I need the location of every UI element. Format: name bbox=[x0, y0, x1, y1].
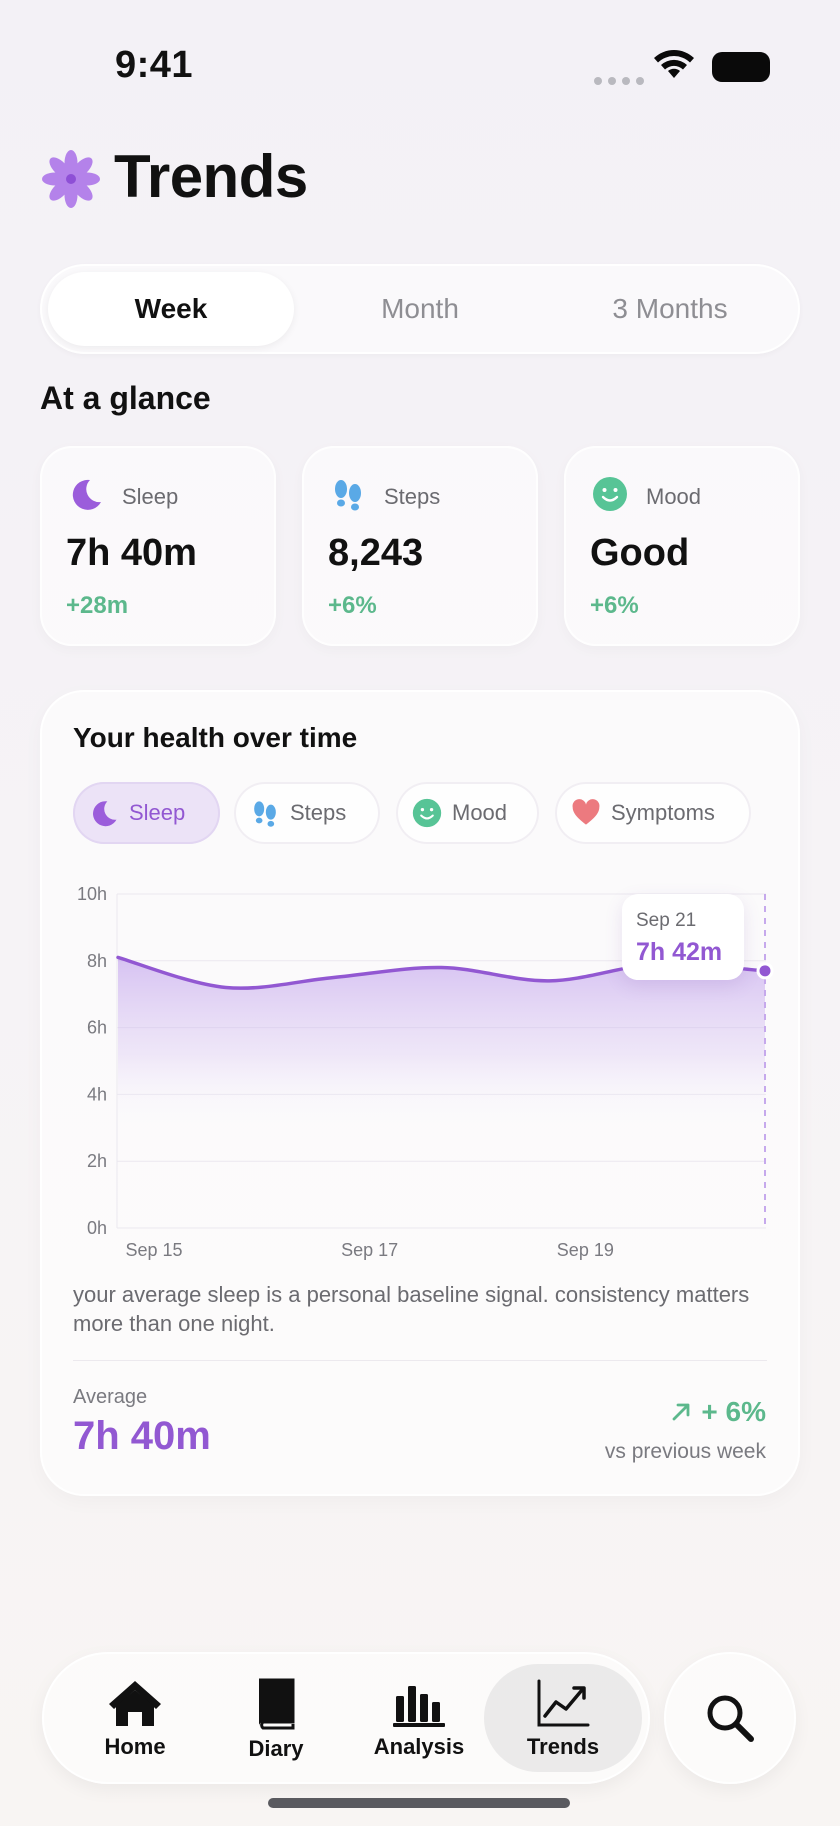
moon-icon bbox=[72, 479, 101, 510]
search-button[interactable] bbox=[664, 1652, 796, 1784]
tooltip-date: Sep 21 bbox=[636, 910, 697, 931]
footprints-icon bbox=[254, 801, 276, 827]
search-icon bbox=[707, 1695, 754, 1742]
glance-label: Mood bbox=[646, 484, 702, 509]
chip-sleep[interactable]: Sleep bbox=[73, 782, 220, 844]
smiley-icon bbox=[593, 477, 627, 511]
average-value: 7h 40m bbox=[73, 1414, 211, 1458]
card-title: Your health over time bbox=[73, 722, 358, 753]
glance-card-sleep[interactable]: Sleep 7h 40m +28m bbox=[40, 446, 276, 646]
home-icon bbox=[109, 1681, 161, 1726]
tab-label: Trends bbox=[526, 1734, 600, 1759]
smiley-icon bbox=[412, 798, 442, 828]
x-tick-label: Sep 15 bbox=[125, 1240, 182, 1260]
sleep-area-fill bbox=[118, 957, 765, 1135]
glance-change: +6% bbox=[328, 592, 377, 619]
tooltip-value: 7h 42m bbox=[636, 938, 723, 966]
glance-value: 7h 40m bbox=[66, 532, 197, 574]
wifi-icon bbox=[654, 50, 694, 78]
footprints-icon bbox=[335, 480, 361, 511]
x-tick-label: Sep 19 bbox=[557, 1240, 614, 1260]
range-segmented-control: Week Month 3 Months bbox=[40, 264, 800, 354]
signal-dots-icon bbox=[594, 77, 644, 85]
tab-trends[interactable]: Trends bbox=[484, 1664, 642, 1772]
battery-icon bbox=[712, 52, 770, 82]
y-tick-label: 4h bbox=[87, 1084, 107, 1104]
bar-chart-icon bbox=[393, 1686, 445, 1727]
comparison-label: vs previous week bbox=[604, 1440, 766, 1463]
tab-analysis[interactable]: Analysis bbox=[346, 1664, 492, 1772]
comparison-value: + 6% bbox=[669, 1396, 766, 1428]
insight-note: your average sleep is a personal baselin… bbox=[73, 1282, 750, 1336]
y-tick-label: 0h bbox=[87, 1218, 107, 1238]
chip-symptoms[interactable]: Symptoms bbox=[555, 782, 751, 844]
average-label: Average bbox=[73, 1386, 148, 1408]
tab-label: Diary bbox=[248, 1736, 304, 1761]
chart-tooltip: Sep 21 7h 42m bbox=[622, 894, 744, 980]
moon-icon bbox=[93, 801, 117, 827]
tab-week[interactable]: Week bbox=[48, 272, 294, 346]
tab-label: Home bbox=[104, 1734, 166, 1759]
tab-bar: Home Diary Analysis Trends bbox=[42, 1652, 650, 1784]
glance-label: Sleep bbox=[122, 484, 179, 509]
tab-diary[interactable]: Diary bbox=[203, 1664, 349, 1772]
glance-label: Steps bbox=[384, 484, 441, 509]
glance-card-mood[interactable]: Mood Good +6% bbox=[564, 446, 800, 646]
glance-change: +6% bbox=[590, 592, 639, 619]
divider bbox=[73, 1360, 767, 1361]
chip-label: Sleep bbox=[129, 800, 186, 825]
book-icon bbox=[259, 1678, 295, 1730]
y-tick-label: 6h bbox=[87, 1018, 107, 1038]
glance-change: +28m bbox=[66, 592, 129, 619]
chip-steps[interactable]: Steps bbox=[234, 782, 380, 844]
y-tick-label: 2h bbox=[87, 1151, 107, 1171]
tab-3-months[interactable]: 3 Months bbox=[612, 293, 728, 324]
chip-label: Symptoms bbox=[611, 800, 715, 825]
chip-label: Steps bbox=[290, 800, 347, 825]
comparison-text: + 6% bbox=[701, 1396, 766, 1427]
trend-chart-icon bbox=[537, 1679, 590, 1727]
glance-card-steps[interactable]: Steps 8,243 +6% bbox=[302, 446, 538, 646]
section-title: At a glance bbox=[40, 380, 211, 416]
home-indicator bbox=[268, 1798, 570, 1808]
y-tick-label: 10h bbox=[77, 884, 107, 904]
tab-label: Analysis bbox=[373, 1734, 465, 1759]
glance-value: 8,243 bbox=[328, 532, 424, 574]
tab-home[interactable]: Home bbox=[62, 1664, 208, 1772]
chip-label: Mood bbox=[452, 800, 508, 825]
heart-icon bbox=[572, 799, 600, 825]
y-tick-label: 8h bbox=[87, 951, 107, 971]
status-time: 9:41 bbox=[115, 44, 194, 86]
tab-month[interactable]: Month bbox=[381, 293, 459, 324]
highlight-point[interactable] bbox=[756, 962, 774, 980]
arrow-up-right-icon bbox=[672, 1403, 690, 1421]
glance-value: Good bbox=[590, 532, 690, 574]
flower-logo-icon bbox=[42, 150, 100, 208]
sleep-area-chart: 0h 2h 4h 6h 8h 10h Sep 15 Sep 17 Sep 19 bbox=[77, 884, 774, 1260]
chip-mood[interactable]: Mood bbox=[396, 782, 539, 844]
page-title: Trends bbox=[114, 143, 308, 210]
x-tick-label: Sep 17 bbox=[341, 1240, 398, 1260]
